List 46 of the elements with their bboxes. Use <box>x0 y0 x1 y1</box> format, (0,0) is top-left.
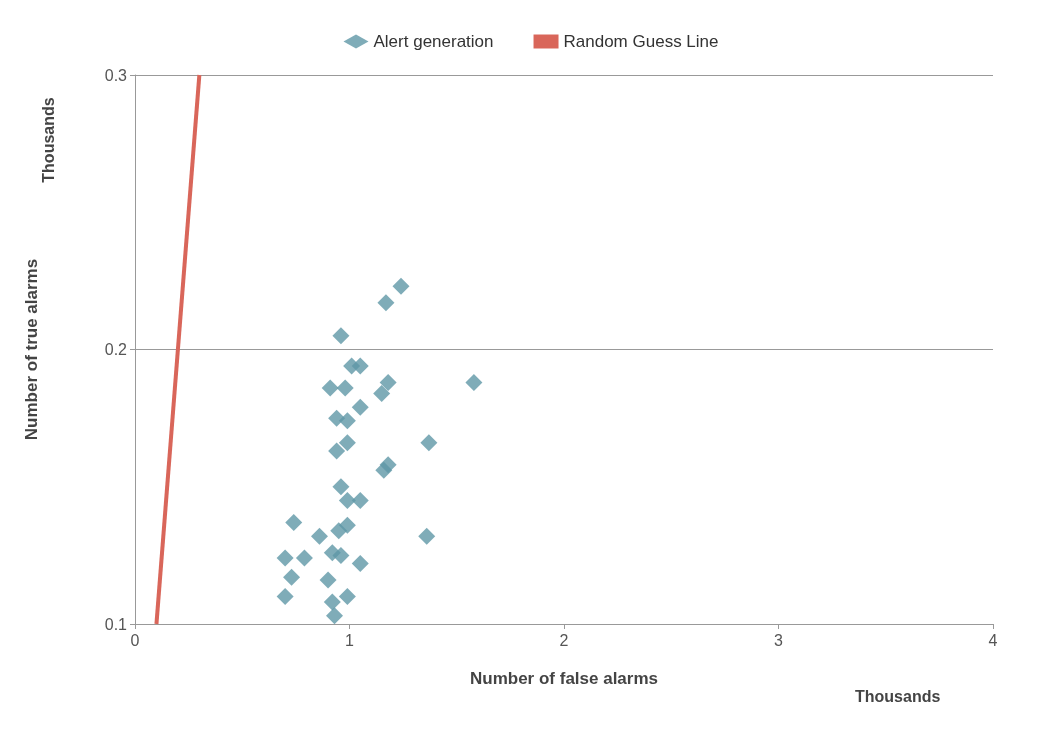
y-tick-label: 0.1 <box>104 615 128 633</box>
x-tick-label: 1 <box>345 631 355 649</box>
point <box>392 277 410 295</box>
point <box>325 607 343 625</box>
x-tick-label: 0 <box>130 631 140 649</box>
point <box>338 434 356 452</box>
point <box>276 549 294 567</box>
point <box>351 357 369 375</box>
point <box>420 434 438 452</box>
point <box>338 516 356 534</box>
point <box>310 527 328 545</box>
point <box>323 593 341 611</box>
point <box>321 379 339 397</box>
point <box>351 491 369 509</box>
point <box>465 373 483 391</box>
point <box>283 568 301 586</box>
y-tick-label: 0.2 <box>104 341 128 358</box>
point <box>338 491 356 509</box>
point <box>373 384 391 402</box>
y-tick-label: 0.3 <box>104 66 128 84</box>
point <box>418 527 436 545</box>
point <box>351 398 369 416</box>
point <box>319 571 337 589</box>
legend-label: Alert generation <box>373 32 494 51</box>
x-tick-label: 3 <box>774 631 784 649</box>
y-axis-title: Number of true alarms <box>22 258 41 441</box>
point <box>295 549 313 567</box>
point <box>332 327 350 345</box>
point <box>328 442 346 460</box>
point <box>351 555 369 573</box>
point <box>377 294 395 312</box>
point <box>285 513 303 531</box>
legend-label: Random Guess Line <box>563 32 719 51</box>
point <box>338 412 356 430</box>
text: Thousands <box>855 687 941 705</box>
x-tick-label: 4 <box>988 631 998 649</box>
x-tick-label: 2 <box>559 631 569 649</box>
point <box>332 546 350 564</box>
point <box>276 588 294 606</box>
point <box>336 379 354 397</box>
text: Thousands <box>39 97 57 183</box>
point <box>379 373 397 391</box>
point <box>379 456 397 474</box>
x-axis-title: Number of false alarms <box>469 669 659 688</box>
point <box>332 478 350 496</box>
point <box>338 588 356 606</box>
